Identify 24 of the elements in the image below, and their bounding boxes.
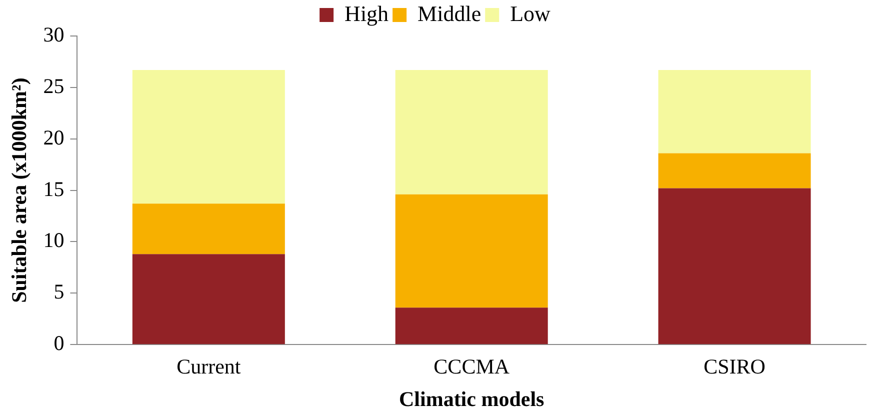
bar (658, 153, 811, 188)
x-tick-label: Current (176, 354, 241, 379)
y-axis-title: Suitable area (x1000km²) (7, 78, 32, 303)
x-axis-title: Climatic models (398, 386, 544, 411)
bar (395, 70, 548, 194)
y-tick-label: 30 (43, 22, 64, 47)
x-tick-label: CCCMA (434, 354, 510, 379)
legend-label: High (344, 0, 389, 26)
legend-label: Low (510, 0, 551, 26)
legend-label: Middle (418, 0, 482, 26)
y-tick-label: 15 (43, 176, 64, 201)
y-tick-label: 10 (43, 228, 64, 252)
x-tick-label: CSIRO (704, 354, 766, 379)
bar (395, 308, 548, 344)
y-tick-label: 25 (43, 74, 64, 98)
bar (658, 70, 811, 154)
bar (132, 204, 285, 254)
y-tick-label: 5 (54, 280, 64, 304)
bar (658, 188, 811, 344)
bar (395, 194, 548, 308)
bar (132, 254, 285, 344)
y-tick-label: 20 (43, 125, 64, 150)
y-tick-label: 0 (54, 331, 64, 356)
bar (132, 70, 285, 204)
